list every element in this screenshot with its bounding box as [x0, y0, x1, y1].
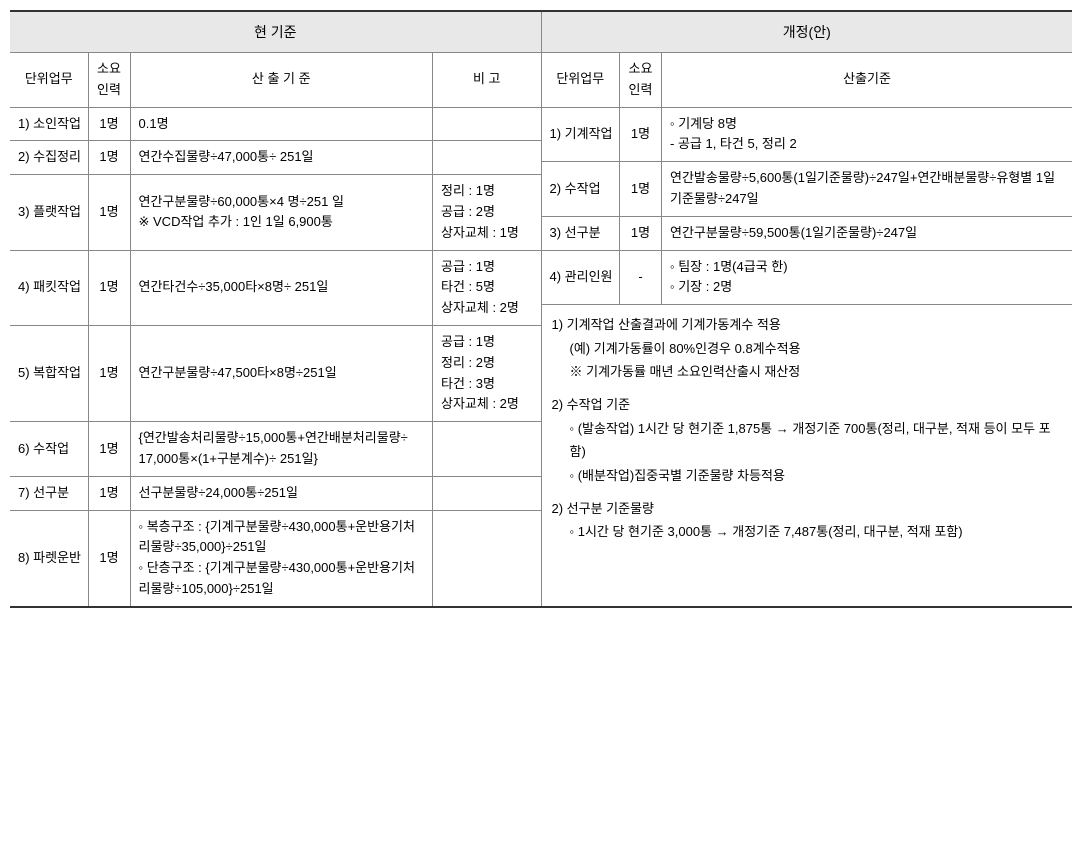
right-header-people: 소요 인력 [620, 53, 662, 107]
cell-note [433, 141, 541, 175]
cell-task: 2) 수작업 [542, 162, 620, 217]
notes-cell: 1) 기계작업 산출결과에 기계가동계수 적용 (예) 기계가동률이 80%인경… [542, 305, 1073, 568]
cell-task: 3) 플랫작업 [10, 175, 88, 250]
cell-basis: ◦ 팀장 : 1명(4급국 한) ◦ 기장 : 2명 [662, 250, 1073, 305]
cell-basis: 연간수집물량÷47,000통÷ 251일 [130, 141, 433, 175]
table-row: 2) 수작업 1명 연간발송물량÷5,600통(1일기준물량)÷247일+연간배… [542, 162, 1073, 217]
cell-people: 1명 [88, 141, 130, 175]
left-table: 단위업무 소요 인력 산 출 기 준 비 고 1) 소인작업 1명 0.1명 2… [10, 53, 541, 606]
cell-note [433, 422, 541, 477]
comparison-table: 현 기준 단위업무 소요 인력 산 출 기 준 비 고 1) 소인작업 1명 0… [10, 10, 1072, 608]
left-header-task: 단위업무 [10, 53, 88, 107]
cell-basis: {연간발송처리물량÷15,000통+연간배분처리물량÷ 17,000통×(1+구… [130, 422, 433, 477]
cell-note: 정리 : 1명 공급 : 2명 상자교체 : 1명 [433, 175, 541, 250]
cell-basis: ◦ 기계당 8명 - 공급 1, 타건 5, 정리 2 [662, 107, 1073, 162]
cell-people: 1명 [88, 250, 130, 325]
cell-basis: 0.1명 [130, 107, 433, 141]
cell-task: 4) 관리인원 [542, 250, 620, 305]
cell-basis: 연간구분물량÷59,500통(1일기준물량)÷247일 [662, 216, 1073, 250]
right-header-basis: 산출기준 [662, 53, 1073, 107]
cell-basis: 선구분물량÷24,000통÷251일 [130, 476, 433, 510]
cell-note [433, 476, 541, 510]
cell-basis: 연간구분물량÷47,500타×8명÷251일 [130, 325, 433, 421]
note-text: ◦ (발송작업) 1시간 당 현기준 1,875통 → 개정기준 700통(정리… [552, 417, 1063, 464]
right-title: 개정(안) [542, 12, 1073, 53]
cell-people: 1명 [88, 175, 130, 250]
cell-task: 7) 선구분 [10, 476, 88, 510]
cell-note [433, 510, 541, 606]
cell-basis: 연간발송물량÷5,600통(1일기준물량)÷247일+연간배분물량÷유형별 1일… [662, 162, 1073, 217]
cell-task: 4) 패킷작업 [10, 250, 88, 325]
right-table: 단위업무 소요 인력 산출기준 1) 기계작업 1명 ◦ 기계당 8명 - 공급… [542, 53, 1073, 568]
cell-task: 1) 소인작업 [10, 107, 88, 141]
right-header-task: 단위업무 [542, 53, 620, 107]
note-text: ◦ 1시간 당 현기준 3,000통 → 개정기준 7,487통(정리, 대구분… [552, 520, 1063, 543]
note-text: (예) 기계가동률이 80%인경우 0.8계수적용 [552, 337, 1063, 360]
cell-people: 1명 [88, 422, 130, 477]
cell-note [433, 107, 541, 141]
left-section: 현 기준 단위업무 소요 인력 산 출 기 준 비 고 1) 소인작업 1명 0… [10, 12, 542, 606]
note-text: 1) 기계작업 산출결과에 기계가동계수 적용 [552, 317, 781, 332]
table-row: 8) 파렛운반 1명 ◦ 복층구조 : {기계구분물량÷430,000통+운반용… [10, 510, 541, 606]
cell-task: 8) 파렛운반 [10, 510, 88, 606]
cell-note: 공급 : 1명 타건 : 5명 상자교체 : 2명 [433, 250, 541, 325]
table-row: 4) 패킷작업 1명 연간타건수÷35,000타×8명÷ 251일 공급 : 1… [10, 250, 541, 325]
notes-row: 1) 기계작업 산출결과에 기계가동계수 적용 (예) 기계가동률이 80%인경… [542, 305, 1073, 568]
note-text: 2) 수작업 기준 [552, 397, 631, 412]
cell-task: 2) 수집정리 [10, 141, 88, 175]
table-row: 5) 복합작업 1명 연간구분물량÷47,500타×8명÷251일 공급 : 1… [10, 325, 541, 421]
table-row: 1) 기계작업 1명 ◦ 기계당 8명 - 공급 1, 타건 5, 정리 2 [542, 107, 1073, 162]
table-row: 2) 수집정리 1명 연간수집물량÷47,000통÷ 251일 [10, 141, 541, 175]
left-header-basis: 산 출 기 준 [130, 53, 433, 107]
cell-people: 1명 [620, 216, 662, 250]
cell-people: 1명 [88, 107, 130, 141]
table-row: 3) 플랫작업 1명 연간구분물량÷60,000통×4 명÷251 일 ※ VC… [10, 175, 541, 250]
cell-people: - [620, 250, 662, 305]
cell-people: 1명 [88, 325, 130, 421]
cell-people: 1명 [620, 162, 662, 217]
cell-basis: 연간타건수÷35,000타×8명÷ 251일 [130, 250, 433, 325]
left-header-people: 소요 인력 [88, 53, 130, 107]
cell-basis: 연간구분물량÷60,000통×4 명÷251 일 ※ VCD작업 추가 : 1인… [130, 175, 433, 250]
cell-note: 공급 : 1명 정리 : 2명 타건 : 3명 상자교체 : 2명 [433, 325, 541, 421]
cell-task: 5) 복합작업 [10, 325, 88, 421]
left-header-note: 비 고 [433, 53, 541, 107]
table-row: 7) 선구분 1명 선구분물량÷24,000통÷251일 [10, 476, 541, 510]
cell-task: 3) 선구분 [542, 216, 620, 250]
cell-people: 1명 [88, 476, 130, 510]
right-section: 개정(안) 단위업무 소요 인력 산출기준 1) 기계작업 1명 ◦ 기계당 8… [542, 12, 1073, 606]
cell-task: 6) 수작업 [10, 422, 88, 477]
table-row: 6) 수작업 1명 {연간발송처리물량÷15,000통+연간배분처리물량÷ 17… [10, 422, 541, 477]
note-text: ◦ (배분작업)집중국별 기준물량 차등적용 [552, 464, 1063, 487]
cell-people: 1명 [620, 107, 662, 162]
table-row: 1) 소인작업 1명 0.1명 [10, 107, 541, 141]
cell-basis: ◦ 복층구조 : {기계구분물량÷430,000통+운반용기처리물량÷35,00… [130, 510, 433, 606]
table-row: 3) 선구분 1명 연간구분물량÷59,500통(1일기준물량)÷247일 [542, 216, 1073, 250]
cell-people: 1명 [88, 510, 130, 606]
left-title: 현 기준 [10, 12, 541, 53]
table-row: 4) 관리인원 - ◦ 팀장 : 1명(4급국 한) ◦ 기장 : 2명 [542, 250, 1073, 305]
note-text: ※ 기계가동률 매년 소요인력산출시 재산정 [552, 360, 1063, 383]
note-text: 2) 선구분 기준물량 [552, 501, 655, 516]
cell-task: 1) 기계작업 [542, 107, 620, 162]
